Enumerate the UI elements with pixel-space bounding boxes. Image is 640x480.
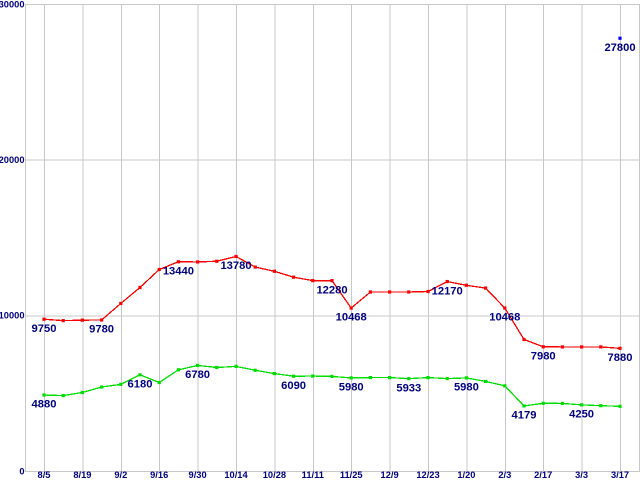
svg-text:10/14: 10/14 bbox=[224, 470, 248, 480]
svg-text:11/25: 11/25 bbox=[340, 470, 363, 480]
svg-text:10468: 10468 bbox=[489, 312, 520, 324]
svg-text:12/9: 12/9 bbox=[381, 470, 399, 480]
svg-text:13780: 13780 bbox=[220, 260, 251, 272]
svg-text:0: 0 bbox=[19, 466, 24, 476]
svg-text:9/16: 9/16 bbox=[150, 470, 168, 480]
svg-text:7880: 7880 bbox=[608, 352, 633, 364]
svg-text:8/5: 8/5 bbox=[38, 470, 51, 480]
svg-text:5933: 5933 bbox=[396, 382, 421, 394]
svg-text:4179: 4179 bbox=[512, 410, 537, 422]
svg-text:1/20: 1/20 bbox=[457, 470, 475, 480]
svg-text:4880: 4880 bbox=[32, 399, 57, 411]
svg-text:6090: 6090 bbox=[281, 380, 306, 392]
svg-text:10468: 10468 bbox=[336, 312, 367, 324]
svg-text:12280: 12280 bbox=[316, 284, 347, 296]
svg-text:9750: 9750 bbox=[32, 323, 57, 335]
svg-text:6180: 6180 bbox=[128, 379, 153, 391]
svg-text:9/2: 9/2 bbox=[114, 470, 127, 480]
svg-text:10000: 10000 bbox=[0, 311, 25, 321]
svg-text:13440: 13440 bbox=[163, 266, 194, 278]
svg-text:3/3: 3/3 bbox=[575, 470, 588, 480]
svg-text:5980: 5980 bbox=[454, 382, 479, 394]
svg-text:5980: 5980 bbox=[339, 382, 364, 394]
svg-text:6780: 6780 bbox=[185, 369, 210, 381]
svg-text:7980: 7980 bbox=[531, 351, 556, 363]
svg-text:2/3: 2/3 bbox=[498, 470, 511, 480]
svg-text:9/30: 9/30 bbox=[189, 470, 207, 480]
svg-text:12170: 12170 bbox=[432, 285, 463, 297]
svg-text:10/28: 10/28 bbox=[263, 470, 286, 480]
svg-text:30000: 30000 bbox=[0, 0, 25, 9]
svg-text:2/17: 2/17 bbox=[534, 470, 552, 480]
svg-text:9780: 9780 bbox=[89, 324, 114, 336]
svg-text:12/23: 12/23 bbox=[416, 470, 439, 480]
svg-text:3/17: 3/17 bbox=[611, 470, 629, 480]
svg-text:27800: 27800 bbox=[604, 42, 635, 54]
svg-text:4250: 4250 bbox=[569, 409, 594, 421]
svg-text:20000: 20000 bbox=[0, 155, 25, 165]
svg-text:11/11: 11/11 bbox=[302, 470, 324, 480]
svg-text:8/19: 8/19 bbox=[73, 470, 91, 480]
